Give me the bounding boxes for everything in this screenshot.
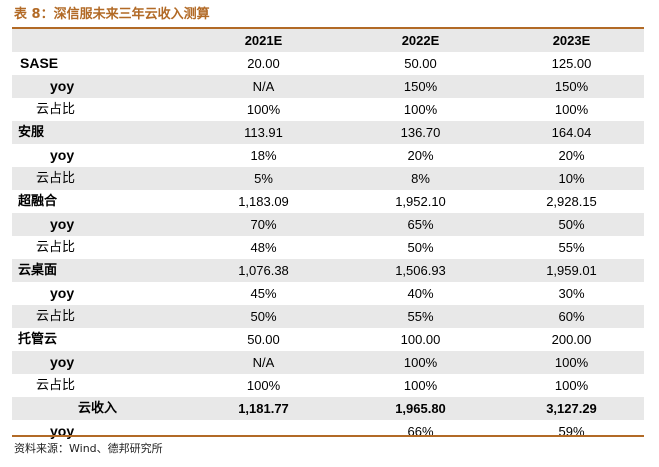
row-label: SASE: [20, 55, 59, 71]
cell-value: 20.00: [247, 56, 280, 71]
cell-value: 20%: [558, 148, 585, 163]
row-label: yoy: [12, 213, 185, 236]
header-cell-2022e: 2022E: [342, 29, 499, 52]
cell-value: 125.00: [551, 56, 592, 71]
table-row: yoy N/A 100% 100%: [12, 351, 644, 374]
table-row: yoy 18% 20% 20%: [12, 144, 644, 167]
cell-value: 100%: [246, 378, 281, 393]
table-row: 安服 113.91 136.70 164.04: [12, 121, 644, 144]
cell-value: 70%: [185, 213, 342, 236]
cell-value: N/A: [185, 351, 342, 374]
cell-value: 1,959.01: [499, 259, 644, 282]
table-row: 云占比 5% 8% 10%: [12, 167, 644, 190]
cell-value: 136.70: [342, 121, 499, 144]
bottom-rule: [12, 435, 644, 437]
row-label: 云收入: [12, 397, 185, 420]
table-row: yoy 70% 65% 50%: [12, 213, 644, 236]
cell-value: 48%: [250, 240, 277, 255]
cell-value: 55%: [558, 240, 585, 255]
row-label: 云占比: [36, 378, 76, 393]
row-label: 超融合: [18, 194, 58, 209]
cell-value: 50%: [185, 305, 342, 328]
cell-value: 60%: [499, 305, 644, 328]
cell-value: 50%: [407, 240, 434, 255]
cell-value: 3,127.29: [499, 397, 644, 420]
cell-value: 5%: [185, 167, 342, 190]
cell-value: 100%: [554, 378, 589, 393]
cell-value: 30%: [558, 286, 585, 301]
cell-value: 100%: [554, 102, 589, 117]
table-row: 云占比 50% 55% 60%: [12, 305, 644, 328]
row-label: yoy: [50, 285, 75, 301]
cell-value: 55%: [342, 305, 499, 328]
row-label: yoy: [50, 147, 75, 163]
cell-value: 8%: [342, 167, 499, 190]
table-body: SASE 20.00 50.00 125.00 yoy N/A 150% 150% 云占比 100…: [12, 52, 644, 443]
header-cell-blank: [12, 29, 185, 52]
cell-value: 100.00: [400, 332, 441, 347]
header-cell-2021e: 2021E: [185, 29, 342, 52]
cell-value: N/A: [185, 75, 342, 98]
table-row: 托管云 50.00 100.00 200.00: [12, 328, 644, 351]
table-row: SASE 20.00 50.00 125.00: [12, 52, 644, 75]
table-row: yoy N/A 150% 150%: [12, 75, 644, 98]
row-label: 托管云: [18, 332, 58, 347]
table-row: 超融合 1,183.09 1,952.10 2,928.15: [12, 190, 644, 213]
cell-value: 150%: [342, 75, 499, 98]
cell-value: [185, 420, 342, 443]
cell-value: 1,181.77: [185, 397, 342, 420]
table-row: 云收入 1,181.77 1,965.80 3,127.29: [12, 397, 644, 420]
cell-value: 1,076.38: [185, 259, 342, 282]
row-label: 云桌面: [12, 259, 185, 282]
table-row: 云占比 100% 100% 100%: [12, 98, 644, 121]
cell-value: 100%: [342, 351, 499, 374]
table-row: 云占比 100% 100% 100%: [12, 374, 644, 397]
cell-value: 2,928.15: [546, 194, 597, 209]
cell-value: 50.00: [247, 332, 280, 347]
cell-value: 1,183.09: [238, 194, 289, 209]
cell-value: 100%: [499, 351, 644, 374]
cell-value: 1,952.10: [395, 194, 446, 209]
cloud-revenue-table: 2021E 2022E 2023E SASE 20.00 50.00 125.00 yo…: [12, 29, 644, 443]
table-title: 表 8：深信服未来三年云收入测算: [14, 7, 210, 22]
top-rule: [12, 27, 644, 29]
cell-value: 113.91: [185, 121, 342, 144]
cell-value: 18%: [250, 148, 277, 163]
cell-value: 66%: [407, 424, 434, 439]
row-label: 云占比: [12, 167, 185, 190]
table-row: 云占比 48% 50% 55%: [12, 236, 644, 259]
cell-value: 164.04: [499, 121, 644, 144]
cell-value: 150%: [499, 75, 644, 98]
row-label: 云占比: [36, 102, 76, 117]
header-row: 2021E 2022E 2023E: [12, 29, 644, 52]
cell-value: 65%: [342, 213, 499, 236]
cell-value: 1,506.93: [342, 259, 499, 282]
cell-value: 20%: [407, 148, 434, 163]
row-label: 安服: [12, 121, 185, 144]
cell-value: 1,965.80: [342, 397, 499, 420]
header-cell-2023e: 2023E: [499, 29, 644, 52]
cell-value: 10%: [499, 167, 644, 190]
cell-value: 100%: [246, 102, 281, 117]
row-label: yoy: [12, 351, 185, 374]
row-label: 云占比: [36, 240, 76, 255]
cell-value: 100%: [403, 378, 438, 393]
cell-value: 59%: [558, 424, 585, 439]
row-label: yoy: [12, 75, 185, 98]
table-row: yoy 45% 40% 30%: [12, 282, 644, 305]
cell-value: 50%: [499, 213, 644, 236]
cell-value: 40%: [407, 286, 434, 301]
cell-value: 50.00: [404, 56, 437, 71]
cell-value: 45%: [250, 286, 277, 301]
row-label: 云占比: [12, 305, 185, 328]
table-row: 云桌面 1,076.38 1,506.93 1,959.01: [12, 259, 644, 282]
cell-value: 100%: [403, 102, 438, 117]
cell-value: 200.00: [551, 332, 592, 347]
source-note: 资料来源：Wind、德邦研究所: [14, 442, 163, 455]
